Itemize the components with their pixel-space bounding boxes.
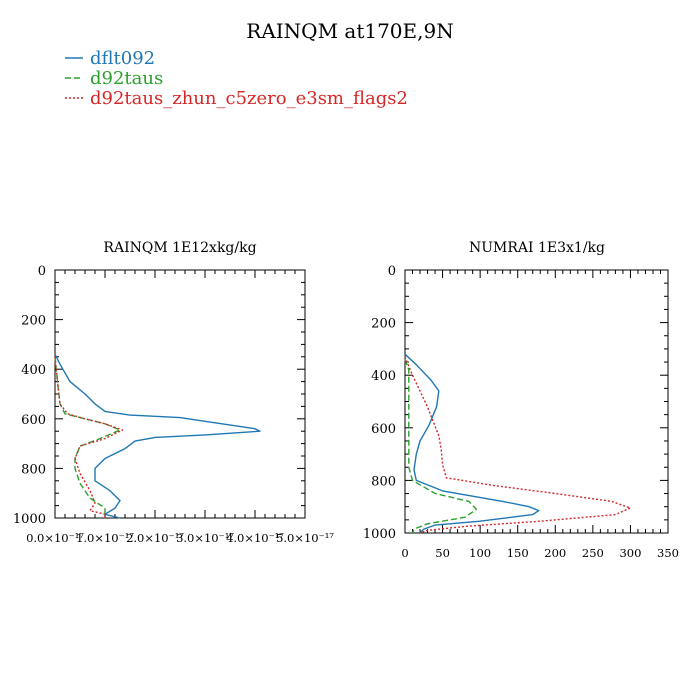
series-line-d92taus_zhun_c5zero_e3sm_flags2 [54, 356, 124, 518]
x-tick-label: 5.0×10⁻¹⁷ [276, 531, 334, 545]
legend-entry-0: dflt092 [65, 48, 155, 69]
legend: dflt092 d92taus d92taus_zhun_c5zero_e3sm… [65, 48, 408, 109]
x-tick-label: 350 [657, 546, 679, 560]
series-line-dflt092 [404, 353, 540, 534]
x-tick-label: 150 [507, 546, 529, 560]
panel-rainqm-title: RAINQM 1E12xkg/kg [103, 240, 256, 256]
x-tick-label: 0.0×10⁻¹⁷ [26, 531, 84, 545]
y-tick-label: 0 [38, 264, 46, 279]
x-tick-label: 50 [435, 546, 450, 560]
y-tick-label: 800 [21, 462, 46, 477]
plot-frame [404, 269, 669, 534]
legend-entry-1: d92taus [65, 68, 163, 89]
series-line-d92taus [404, 359, 478, 534]
y-tick-label: 1000 [363, 527, 396, 542]
panel-rainqm: RAINQM 1E12xkg/kg 0 200 400 600 800 1000 0.0×1… [13, 240, 334, 545]
series-line-d92taus_zhun_c5zero_e3sm_flags2 [404, 356, 632, 534]
legend-entry-2: d92taus_zhun_c5zero_e3sm_flags2 [65, 88, 408, 109]
panel-numrai-title: NUMRAI 1E3x1/kg [469, 240, 605, 256]
y-tick-label: 600 [21, 413, 46, 428]
x-tick-label: 250 [582, 546, 604, 560]
y-tick-label: 600 [371, 422, 396, 437]
x-tick-label: 4.0×10⁻¹⁷ [226, 531, 284, 545]
figure-title: RAINQM at170E,9N [246, 19, 453, 43]
y-tick-label: 800 [371, 474, 396, 489]
plot-frame [54, 269, 306, 519]
series-line-d92taus [54, 356, 121, 518]
y-tick-label: 400 [371, 369, 396, 384]
legend-label-2: d92taus_zhun_c5zero_e3sm_flags2 [90, 88, 408, 109]
legend-label-1: d92taus [90, 68, 163, 89]
series-line-dflt092 [54, 353, 261, 519]
x-tick-label: 200 [544, 546, 566, 560]
legend-label-0: dflt092 [90, 48, 155, 69]
y-tick-label: 200 [21, 314, 46, 329]
y-tick-label: 1000 [13, 512, 46, 527]
x-tick-label: 2.0×10⁻¹⁷ [126, 531, 184, 545]
x-tick-label: 0 [401, 546, 408, 560]
panel-numrai-plot: 0 200 400 600 800 1000 0 50 100 150 200 250 300 350 [363, 264, 679, 560]
panel-numrai: NUMRAI 1E3x1/kg 0 200 400 600 800 1000 0 50 100 1… [363, 240, 679, 560]
y-tick-label: 200 [371, 317, 396, 332]
panel-rainqm-plot: 0 200 400 600 800 1000 0.0×10⁻¹⁷1.0×10⁻¹⁷2.0×1… [13, 264, 334, 545]
y-tick-label: 400 [21, 363, 46, 378]
x-tick-label: 1.0×10⁻¹⁷ [76, 531, 134, 545]
x-tick-label: 300 [619, 546, 641, 560]
y-tick-label: 0 [388, 264, 396, 279]
x-tick-label: 100 [469, 546, 491, 560]
x-tick-label: 3.0×10⁻¹⁷ [176, 531, 234, 545]
